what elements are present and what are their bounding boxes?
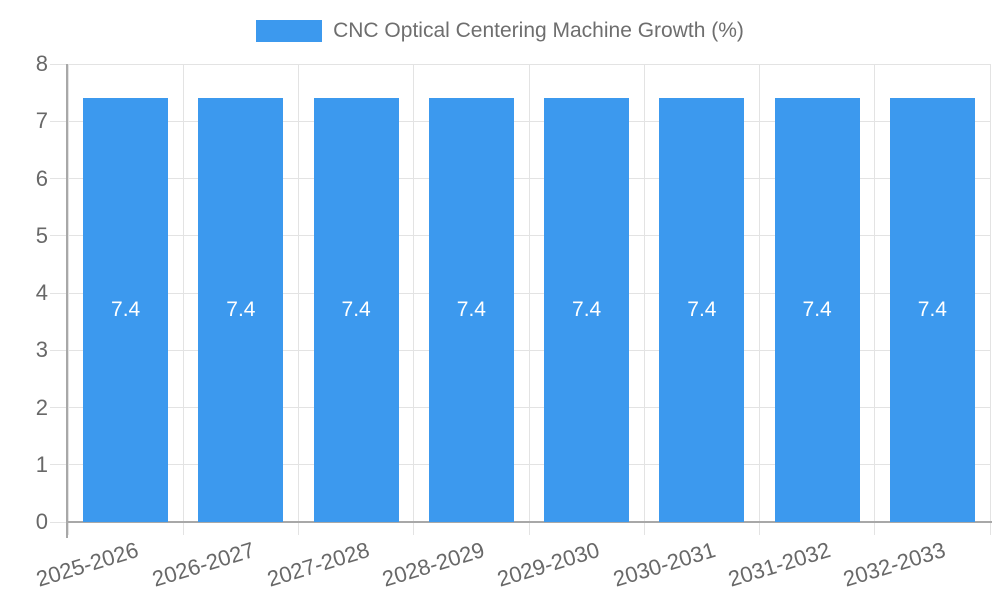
legend-swatch-icon <box>256 20 323 42</box>
x-gridline <box>182 64 184 535</box>
y-axis-tick-label: 4 <box>35 280 48 305</box>
x-gridline <box>759 64 760 535</box>
bar[interactable]: 7.4 <box>428 98 514 522</box>
y-gridline <box>50 292 990 294</box>
bar-value-label: 7.4 <box>341 298 371 322</box>
bar-value-label: 7.4 <box>687 298 717 322</box>
bar[interactable]: 7.4 <box>544 98 630 522</box>
x-gridline <box>413 64 415 535</box>
y-axis-tick-label: 1 <box>35 451 48 477</box>
x-gridline <box>989 64 991 535</box>
y-axis-tick-label: 6 <box>35 165 48 191</box>
y-axis-tick-label: 3 <box>35 337 48 363</box>
x-axis-tick-label: 2028-2029 <box>379 537 488 592</box>
x-axis-tick-label: 2032-2033 <box>840 537 949 592</box>
y-axis-tick-label: 7 <box>35 108 48 134</box>
y-gridline <box>50 235 990 237</box>
x-gridline <box>298 64 299 535</box>
bar-value-label: 7.4 <box>111 298 141 322</box>
y-gridline <box>50 464 990 466</box>
bar-value-label: 7.4 <box>802 298 832 322</box>
x-axis-tick-label: 2030-2031 <box>609 537 718 592</box>
x-gridline <box>67 64 69 535</box>
y-gridline <box>50 178 990 179</box>
bar[interactable]: 7.4 <box>774 98 860 522</box>
bar-value-label: 7.4 <box>226 298 256 322</box>
y-axis-tick-label: 0 <box>35 509 48 534</box>
bar[interactable]: 7.4 <box>313 98 399 522</box>
bar-value-label: 7.4 <box>917 298 947 322</box>
y-gridline <box>50 349 990 351</box>
bar-value-label: 7.4 <box>456 298 486 322</box>
bar-value-label: 7.4 <box>572 298 602 322</box>
x-axis-tick-label: 2031-2032 <box>725 537 834 592</box>
x-gridline <box>528 64 530 535</box>
y-gridline <box>50 63 990 65</box>
x-gridline <box>874 64 876 535</box>
x-axis-tick-label: 2025-2026 <box>33 537 142 592</box>
x-axis-tick-label: 2029-2030 <box>494 537 603 592</box>
y-gridline <box>50 407 990 408</box>
y-axis-tick-label: 5 <box>35 222 48 248</box>
chart-title: CNC Optical Centering Machine Growth (%) <box>333 19 744 42</box>
y-axis-tick-label: 8 <box>35 51 48 76</box>
y-axis-tick-label: 2 <box>35 394 48 420</box>
y-gridline <box>50 120 990 122</box>
bar[interactable]: 7.4 <box>198 98 284 522</box>
bar[interactable]: 7.4 <box>83 98 169 522</box>
bar[interactable]: 7.4 <box>889 98 975 522</box>
legend-item[interactable]: CNC Optical Centering Machine Growth (%) <box>256 18 744 44</box>
y-axis-line <box>66 64 68 538</box>
x-gridline <box>643 64 645 535</box>
x-axis-tick-label: 2027-2028 <box>264 537 373 592</box>
legend: CNC Optical Centering Machine Growth (%) <box>0 18 1000 44</box>
bar[interactable]: 7.4 <box>659 98 745 522</box>
x-axis-tick-label: 2026-2027 <box>148 537 257 592</box>
x-axis-line <box>66 521 992 523</box>
